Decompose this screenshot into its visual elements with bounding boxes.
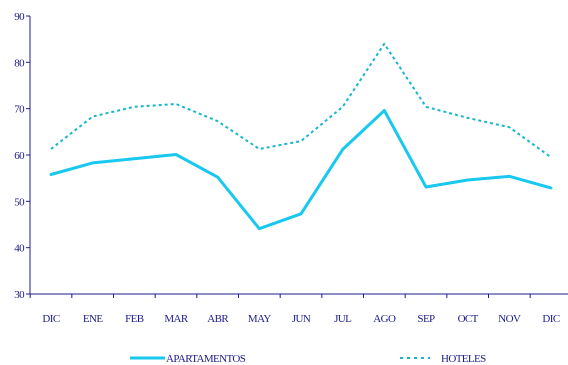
x-tick-label: FEB	[125, 313, 144, 325]
x-tick-label: DIC	[42, 313, 59, 325]
x-tick-label: OCT	[458, 313, 479, 325]
x-tick-label: SEP	[417, 313, 435, 325]
y-tick-label: 40	[14, 243, 25, 255]
y-tick-label: 90	[14, 11, 25, 23]
x-tick-label: AGO	[373, 313, 396, 325]
x-axis-ticks: DIC ENE FEB MAR ABR MAY JUN JUL AGO SEP OCT NOV DIC	[29, 294, 560, 325]
x-tick-label: MAR	[164, 313, 189, 325]
y-tick-label: 30	[14, 289, 25, 301]
y-tick-label: 60	[14, 150, 25, 162]
x-tick-label: ENE	[83, 313, 103, 325]
x-tick-label: NOV	[498, 313, 521, 325]
y-axis-ticks: 30 40 50 60 70 80 90	[14, 11, 30, 301]
x-tick-label: JUL	[334, 313, 352, 325]
x-tick-label: DIC	[542, 313, 559, 325]
y-tick-label: 50	[14, 196, 25, 208]
legend-label: HOTELES	[441, 353, 486, 365]
series-lines	[49, 42, 553, 231]
chart-axes	[29, 16, 568, 295]
y-tick-label: 80	[14, 57, 25, 69]
x-tick-label: MAY	[248, 313, 272, 325]
x-tick-label: JUN	[292, 313, 311, 325]
series-line-apartamentos	[49, 109, 553, 231]
x-tick-label: ABR	[207, 313, 229, 325]
legend-label: APARTAMENTOS	[166, 353, 246, 365]
y-tick-label: 70	[14, 104, 25, 116]
chart-legend: APARTAMENTOS HOTELES	[130, 353, 487, 365]
series-line-hoteles	[50, 42, 552, 159]
